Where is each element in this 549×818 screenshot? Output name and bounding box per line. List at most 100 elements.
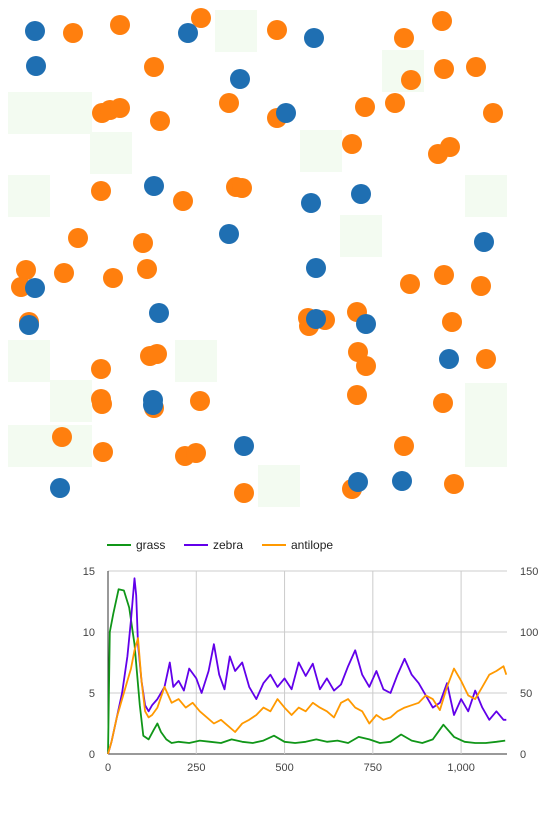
grass-patch bbox=[8, 175, 50, 217]
antilope-agent bbox=[68, 228, 88, 248]
grass-patch bbox=[50, 380, 92, 422]
grass-patch bbox=[50, 92, 92, 134]
zebra-agent bbox=[178, 23, 198, 43]
antilope-agent bbox=[401, 70, 421, 90]
zebra-agent bbox=[356, 314, 376, 334]
zebra-agent bbox=[144, 176, 164, 196]
zebra-agent bbox=[392, 471, 412, 491]
grass-patch bbox=[465, 175, 507, 217]
grass-patch bbox=[8, 92, 50, 134]
grass-patch bbox=[8, 425, 50, 467]
antilope-agent bbox=[190, 391, 210, 411]
antilope-agent bbox=[133, 233, 153, 253]
antilope-agent bbox=[400, 274, 420, 294]
antilope-agent bbox=[342, 134, 362, 154]
y-left-tick-label: 0 bbox=[89, 749, 95, 761]
y-left-tick-label: 15 bbox=[83, 566, 95, 578]
legend-antilope-label: antilope bbox=[291, 538, 333, 552]
zebra-agent bbox=[230, 69, 250, 89]
antilope-agent bbox=[91, 359, 111, 379]
x-tick-label: 0 bbox=[105, 762, 111, 774]
antilope-agent bbox=[394, 436, 414, 456]
x-tick-label: 250 bbox=[187, 762, 205, 774]
series-line-grass bbox=[107, 588, 506, 755]
antilope-agent bbox=[16, 260, 36, 280]
antilope-agent bbox=[440, 137, 460, 157]
antilope-agent bbox=[267, 20, 287, 40]
antilope-agent bbox=[432, 11, 452, 31]
grass-patch bbox=[175, 340, 217, 382]
grass-patch bbox=[300, 130, 342, 172]
zebra-agent bbox=[25, 278, 45, 298]
y-right-tick-label: 50 bbox=[520, 688, 532, 700]
grass-patch bbox=[215, 10, 257, 52]
grass-patch bbox=[465, 425, 507, 467]
antilope-agent bbox=[444, 474, 464, 494]
antilope-agent bbox=[433, 393, 453, 413]
series-line-antilope bbox=[107, 637, 508, 755]
antilope-agent bbox=[110, 15, 130, 35]
antilope-agent bbox=[150, 111, 170, 131]
zebra-agent bbox=[234, 436, 254, 456]
legend-zebra-label: zebra bbox=[213, 538, 243, 552]
antilope-agent bbox=[110, 98, 130, 118]
grass-patch bbox=[258, 465, 300, 507]
series-line-zebra bbox=[107, 577, 507, 755]
zebra-agent bbox=[474, 232, 494, 252]
antilope-agent bbox=[93, 442, 113, 462]
antilope-agent bbox=[234, 483, 254, 503]
antilope-agent bbox=[92, 394, 112, 414]
antilope-agent bbox=[103, 268, 123, 288]
antilope-agent bbox=[476, 349, 496, 369]
zebra-agent bbox=[301, 193, 321, 213]
y-left-tick-label: 5 bbox=[89, 688, 95, 700]
antilope-agent bbox=[347, 385, 367, 405]
chart-gridlines bbox=[107, 570, 507, 755]
y-right-tick-label: 0 bbox=[520, 749, 526, 761]
zebra-agent bbox=[149, 303, 169, 323]
grass-patches bbox=[8, 10, 507, 507]
zebra-agent bbox=[276, 103, 296, 123]
zebra-agent bbox=[304, 28, 324, 48]
antilope-agent bbox=[52, 427, 72, 447]
legend-grass-label: grass bbox=[136, 538, 165, 552]
antilope-agent bbox=[219, 93, 239, 113]
antilope-agent bbox=[466, 57, 486, 77]
antilope-agent bbox=[191, 8, 211, 28]
zebra-agent bbox=[219, 224, 239, 244]
antilope-agent bbox=[434, 265, 454, 285]
grass-patch bbox=[90, 132, 132, 174]
zebra-agent bbox=[306, 309, 326, 329]
antilope-agent bbox=[54, 263, 74, 283]
zebra-agent bbox=[351, 184, 371, 204]
antilope-agent bbox=[356, 356, 376, 376]
antilope-agent bbox=[232, 178, 252, 198]
grass-patch bbox=[340, 215, 382, 257]
animal-agents bbox=[11, 8, 503, 503]
zebra-agent bbox=[50, 478, 70, 498]
antilope-agent bbox=[483, 103, 503, 123]
zebra-agent bbox=[19, 315, 39, 335]
antilope-agent bbox=[471, 276, 491, 296]
simulation-field bbox=[8, 8, 507, 507]
antilope-agent bbox=[63, 23, 83, 43]
antilope-agent bbox=[434, 59, 454, 79]
antilope-agent bbox=[137, 259, 157, 279]
chart-series bbox=[107, 577, 508, 755]
antilope-agent bbox=[173, 191, 193, 211]
zebra-agent bbox=[439, 349, 459, 369]
antilope-agent bbox=[186, 443, 206, 463]
y-right-tick-label: 150 bbox=[520, 566, 538, 578]
x-tick-label: 500 bbox=[275, 762, 293, 774]
zebra-agent bbox=[25, 21, 45, 41]
zebra-agent bbox=[143, 395, 163, 415]
chart-legend: grass zebra antilope bbox=[107, 538, 333, 552]
antilope-agent bbox=[355, 97, 375, 117]
zebra-agent bbox=[348, 472, 368, 492]
x-tick-label: 750 bbox=[364, 762, 382, 774]
zebra-agent bbox=[26, 56, 46, 76]
grass-patch bbox=[465, 383, 507, 425]
antilope-agent bbox=[394, 28, 414, 48]
